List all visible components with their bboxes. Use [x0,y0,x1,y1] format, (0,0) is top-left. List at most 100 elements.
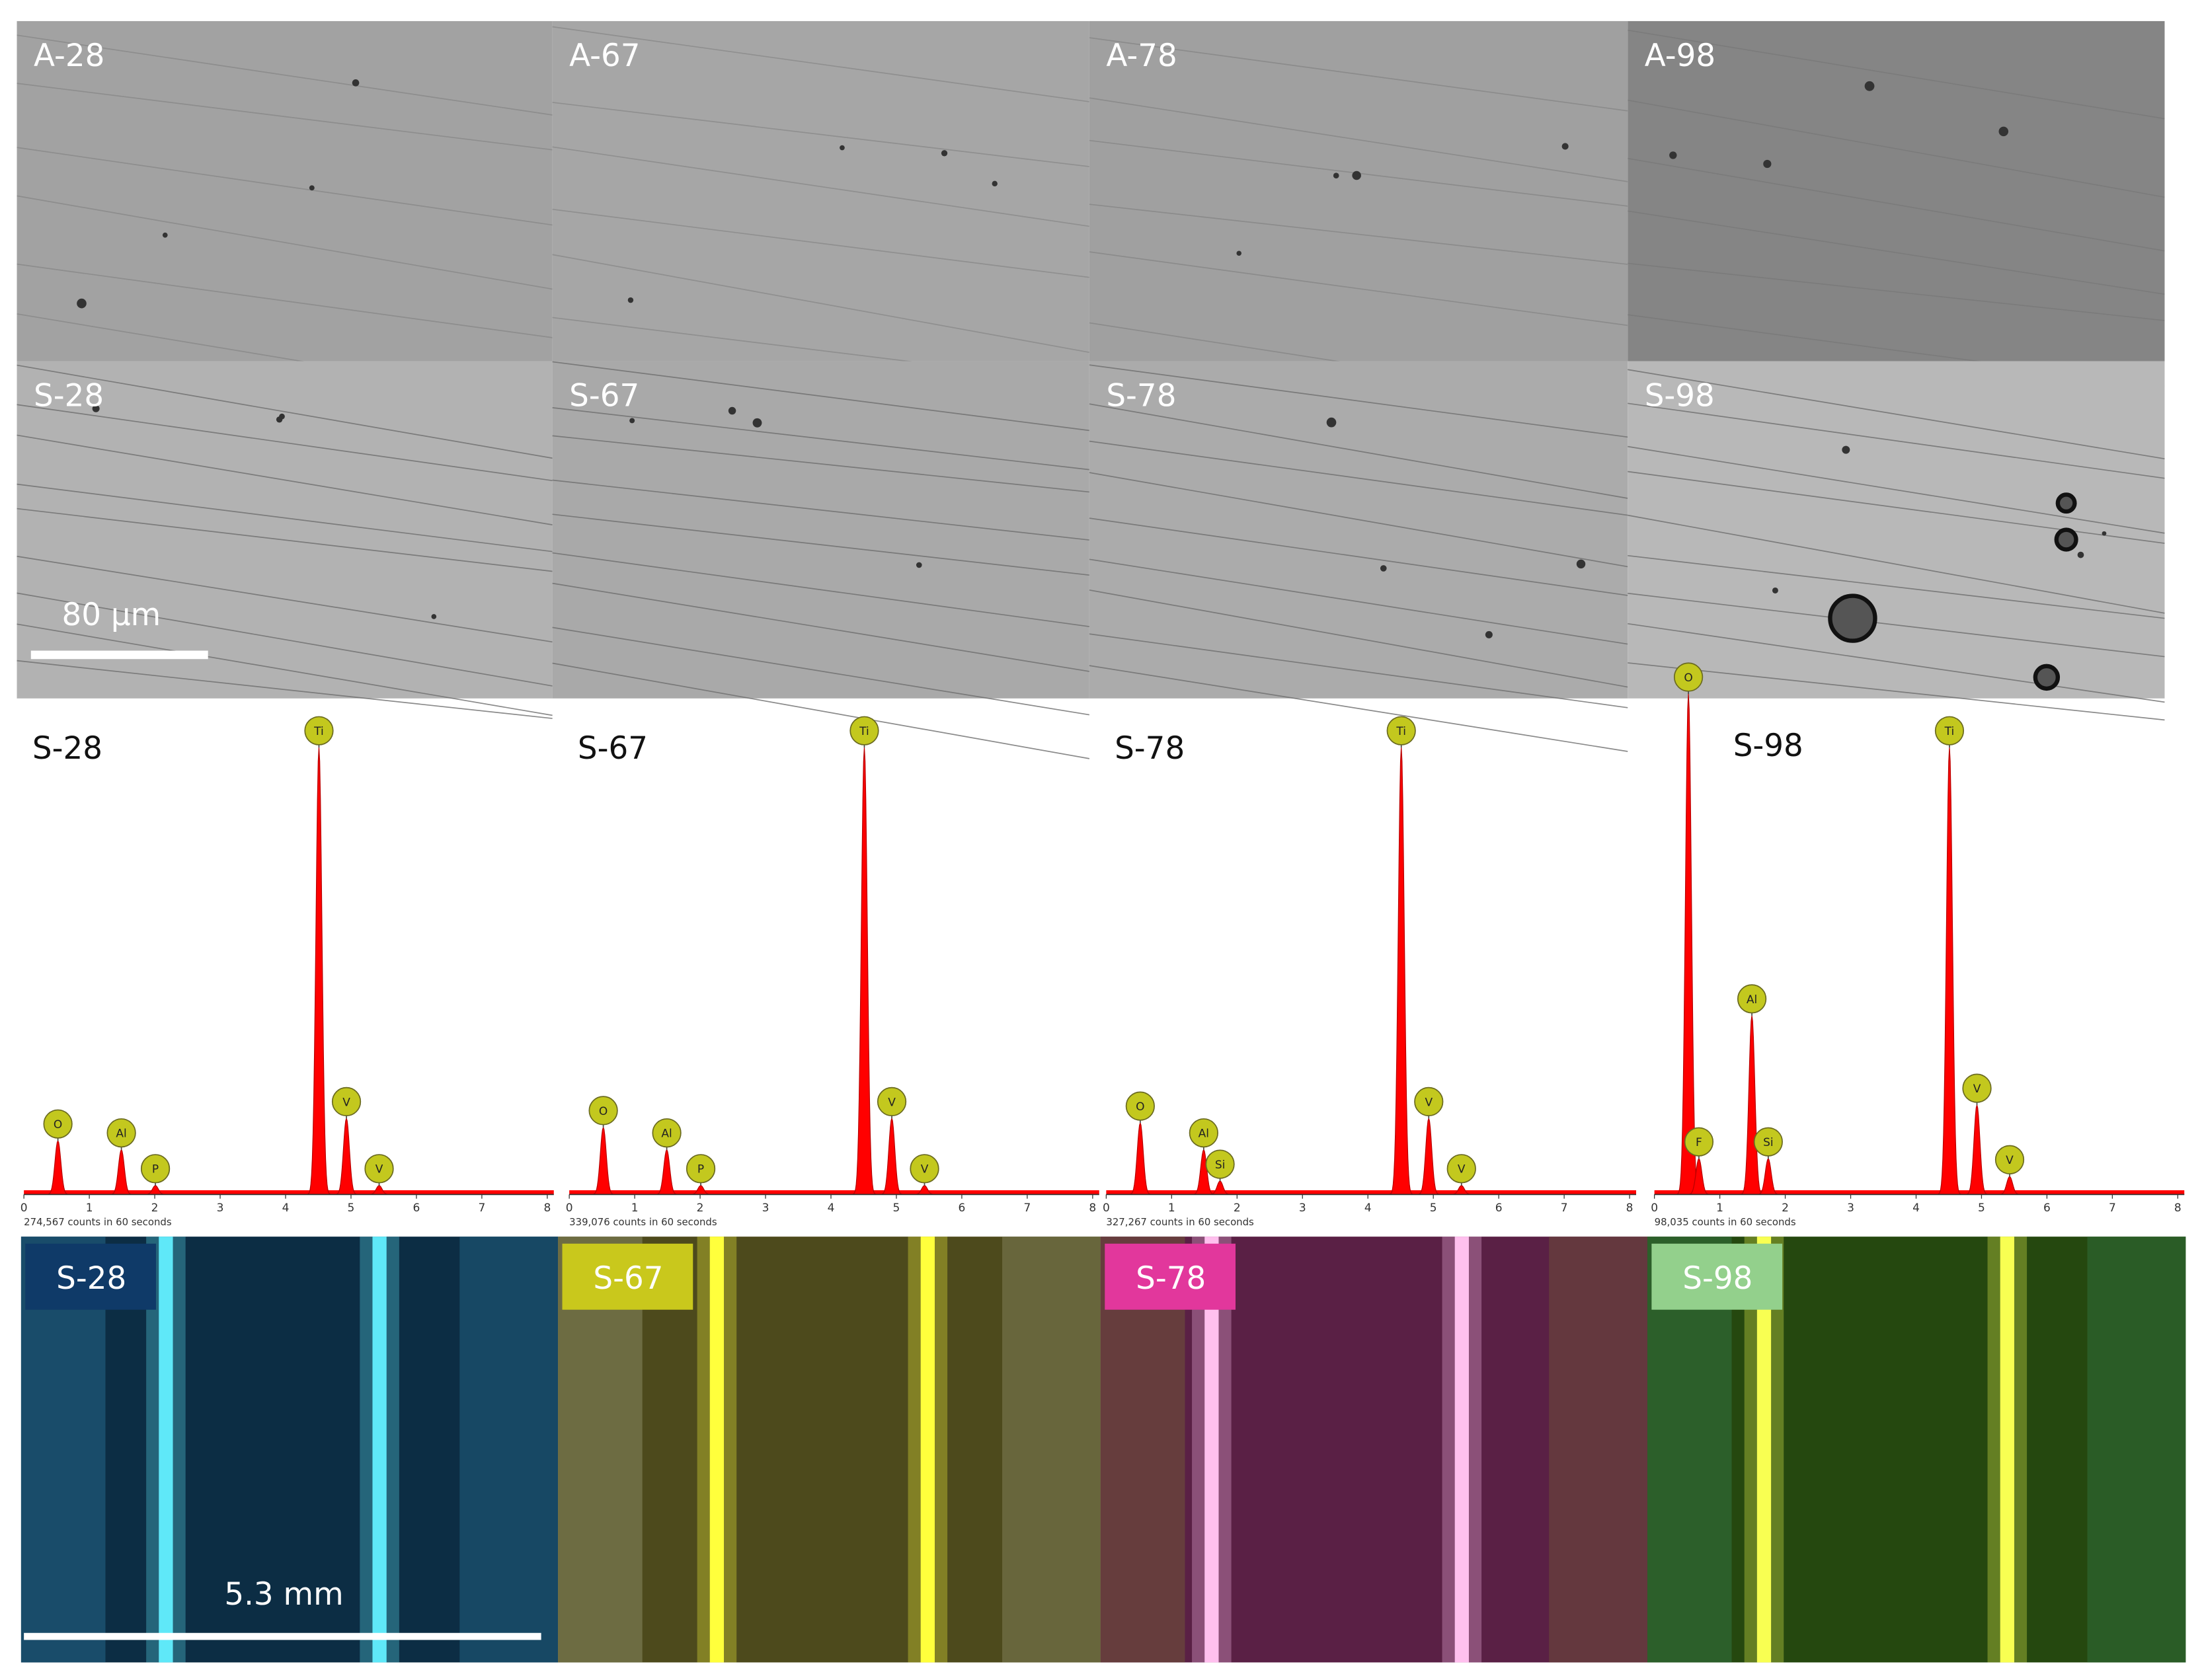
element-marker [1994,1145,2025,1174]
scratch [17,592,553,687]
panel-label: S-28 [34,379,104,414]
element-marker [43,1109,73,1139]
element-label: V [375,1163,383,1176]
element-label: V [1973,1083,1981,1096]
sem-image [1628,20,2165,362]
scratch [552,627,1090,716]
scratch [552,208,1089,278]
particle [1772,587,1778,593]
particle [1352,171,1361,180]
scratch [1089,665,1628,752]
scratch [17,364,553,459]
element-label: Ti [859,725,869,738]
x-tick-label: 2 [1234,1202,1241,1215]
sem-image [552,20,1089,362]
sem-image [17,20,553,362]
background [569,1190,1099,1195]
peak [335,1117,358,1195]
scratch [552,435,1089,493]
element-label: V [1425,1096,1433,1109]
element-label: V [1458,1163,1466,1176]
particle [2077,551,2084,558]
x-tick-label: 8 [1089,1202,1096,1215]
x-tick-label: 7 [478,1202,485,1215]
scratch [552,102,1089,167]
particle [1380,565,1387,572]
element-marker [140,1154,171,1184]
peak [1756,1158,1780,1195]
counts-text: 98,035 counts in 60 seconds [1655,1216,1796,1228]
scratch [17,404,553,482]
element-marker [304,716,334,745]
x-tick-label: 6 [2043,1202,2051,1215]
x-tick-label: 0 [1103,1202,1110,1215]
scratch [1089,403,1628,499]
scratch [552,407,1089,471]
counts-text: 327,267 counts in 60 seconds [1106,1216,1254,1228]
x-tick-label: 5 [1430,1202,1437,1215]
scratch [17,147,553,226]
element-label: V [342,1096,350,1109]
scratch [1089,37,1628,112]
x-tick-label: 8 [1626,1202,1633,1215]
element-marker [1737,984,1767,1014]
x-tick-label: 0 [566,1202,573,1215]
scale-bar [30,650,208,660]
particle [1998,126,2009,137]
spectrum-label: S-98 [1733,728,1803,764]
scale-bar-label: 5.3 mm [224,1577,343,1613]
scratch [552,146,1089,227]
particle [162,232,168,238]
particle [629,418,635,424]
particle [840,145,845,151]
element-label: V [921,1163,929,1176]
element-marker [1386,716,1416,745]
peak [852,747,877,1195]
particle [728,406,736,415]
particle [77,298,87,309]
scratch [1089,472,1628,568]
scratch [552,552,1089,627]
particle [752,418,762,428]
photo-label: S-98 [1682,1261,1752,1297]
spectrum-label: S-78 [1115,731,1185,767]
panel-label: A-67 [569,38,640,74]
glow-stripe [1756,1237,1772,1663]
element-label: V [2006,1154,2014,1167]
photo-label: S-28 [56,1261,126,1297]
particle [916,562,922,568]
sem-image [1628,361,2165,699]
element-marker [1446,1154,1476,1184]
scratch [17,483,553,553]
peak [1740,1015,1764,1195]
element-label: Al [1199,1127,1209,1141]
scratch [1628,402,2165,479]
peak [46,1139,70,1195]
scratch [17,34,553,116]
x-tick-label: 8 [2174,1202,2182,1215]
peak [880,1117,904,1195]
particle [92,404,100,412]
glow-stripe [159,1237,173,1663]
peak [1417,1117,1441,1195]
x-tick-label: 4 [282,1202,290,1215]
element-marker [652,1118,682,1148]
peak [1965,1103,1989,1195]
element-marker [106,1118,136,1148]
peak [654,1149,679,1195]
panel-label: S-98 [1645,379,1715,414]
scratch [1628,157,2165,252]
peak [1128,1122,1152,1195]
x-tick-label: 1 [86,1202,93,1215]
element-marker [1753,1127,1783,1157]
label-box [1651,1243,1783,1310]
particle [1333,172,1339,179]
element-marker [1125,1091,1155,1121]
x-tick-label: 1 [1168,1202,1175,1215]
x-tick-label: 3 [1847,1202,1854,1215]
element-marker [1934,716,1965,745]
panel-label: A-98 [1645,38,1715,74]
x-tick-label: 3 [762,1202,769,1215]
scratch [1089,97,1628,182]
